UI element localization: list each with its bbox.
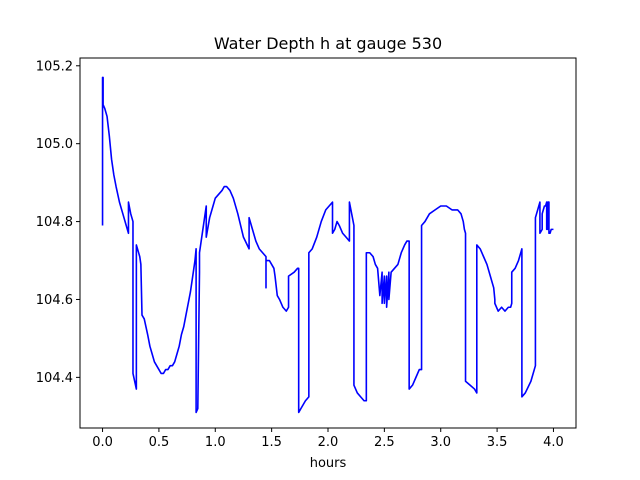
- axes-frame: [79, 57, 577, 429]
- x-tick-label: 4.0: [543, 435, 564, 450]
- plot-area: [101, 76, 554, 414]
- x-tick-label: 2.0: [318, 435, 339, 450]
- y-tick-label: 104.4: [36, 371, 73, 386]
- y-tick-label: 105.2: [36, 59, 73, 74]
- x-tick-label: 1.0: [205, 435, 226, 450]
- x-tick-label: 2.5: [374, 435, 395, 450]
- x-axis: 0.0 0.5 1.0 1.5 2.0 2.5 3.0 3.5 4.0: [92, 428, 564, 450]
- x-tick-label: 0.5: [149, 435, 170, 450]
- chart-title: Water Depth h at gauge 530: [214, 34, 442, 53]
- y-tick-label: 104.6: [36, 293, 73, 308]
- y-tick-label: 105.0: [36, 137, 73, 152]
- x-tick-label: 3.5: [487, 435, 508, 450]
- y-tick-label: 104.8: [36, 215, 73, 230]
- series-line-0: [101, 76, 554, 414]
- x-tick-label: 3.0: [430, 435, 451, 450]
- x-axis-label: hours: [310, 456, 347, 471]
- y-axis: 104.4 104.6 104.8 105.0 105.2: [36, 59, 80, 386]
- x-tick-label: 0.0: [92, 435, 113, 450]
- x-tick-label: 1.5: [261, 435, 282, 450]
